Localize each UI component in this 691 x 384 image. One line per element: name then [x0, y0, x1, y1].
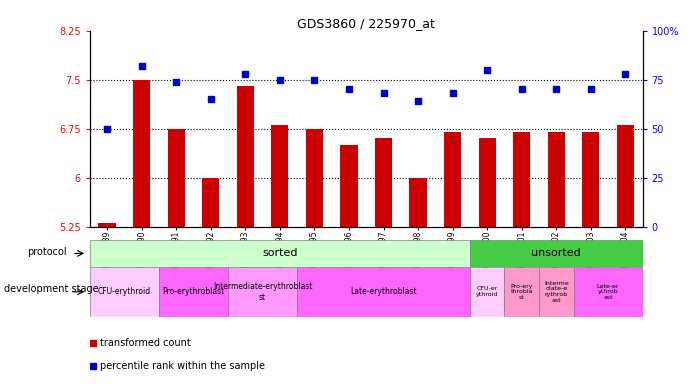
Point — [274, 77, 285, 83]
Point — [136, 63, 147, 69]
Bar — [444, 132, 461, 227]
Text: Late-er
ythrob
ast: Late-er ythrob ast — [597, 283, 619, 300]
Bar — [616, 126, 634, 227]
Point — [413, 98, 424, 104]
Bar — [574, 267, 643, 317]
Text: Interme
diate-e
rythrob
ast: Interme diate-e rythrob ast — [544, 281, 569, 303]
Bar — [297, 267, 470, 317]
Bar — [202, 178, 219, 227]
Text: Pro-ery
throbla
st: Pro-ery throbla st — [511, 283, 533, 300]
Point — [482, 67, 493, 73]
Title: GDS3860 / 225970_at: GDS3860 / 225970_at — [297, 17, 435, 30]
Point — [205, 96, 216, 103]
Text: development stage: development stage — [4, 284, 99, 295]
Text: unsorted: unsorted — [531, 248, 581, 258]
Bar — [478, 139, 495, 227]
Bar — [513, 132, 530, 227]
Bar — [470, 267, 504, 317]
Bar — [305, 129, 323, 227]
Bar — [98, 223, 115, 227]
Point — [585, 86, 596, 93]
Point — [102, 126, 113, 132]
Text: percentile rank within the sample: percentile rank within the sample — [100, 361, 265, 371]
Bar — [582, 132, 599, 227]
Text: protocol: protocol — [27, 247, 66, 257]
Text: CFU-er
ythroid: CFU-er ythroid — [476, 286, 498, 297]
Point — [343, 86, 354, 93]
Bar — [409, 178, 426, 227]
Text: Late-erythroblast: Late-erythroblast — [350, 287, 417, 296]
Bar — [539, 267, 574, 317]
Point — [551, 86, 562, 93]
Point — [378, 90, 389, 96]
Bar — [159, 267, 228, 317]
Bar — [90, 267, 159, 317]
Bar — [228, 267, 297, 317]
Point — [447, 90, 458, 96]
Text: Pro-erythroblast: Pro-erythroblast — [162, 287, 225, 296]
Bar — [340, 145, 358, 227]
Text: CFU-erythroid: CFU-erythroid — [98, 287, 151, 296]
Bar — [90, 240, 470, 267]
Bar — [547, 132, 565, 227]
Text: sorted: sorted — [262, 248, 298, 258]
Text: Intermediate-erythroblast
st: Intermediate-erythroblast st — [213, 282, 312, 301]
Bar — [271, 126, 288, 227]
Bar — [236, 86, 254, 227]
Point — [516, 86, 527, 93]
Bar — [470, 240, 643, 267]
Bar — [167, 129, 184, 227]
Point — [171, 79, 182, 85]
Point — [620, 71, 631, 77]
Point — [309, 77, 320, 83]
Bar — [375, 139, 392, 227]
Bar — [133, 80, 150, 227]
Bar — [504, 267, 539, 317]
Text: transformed count: transformed count — [100, 338, 191, 348]
Point — [240, 71, 251, 77]
